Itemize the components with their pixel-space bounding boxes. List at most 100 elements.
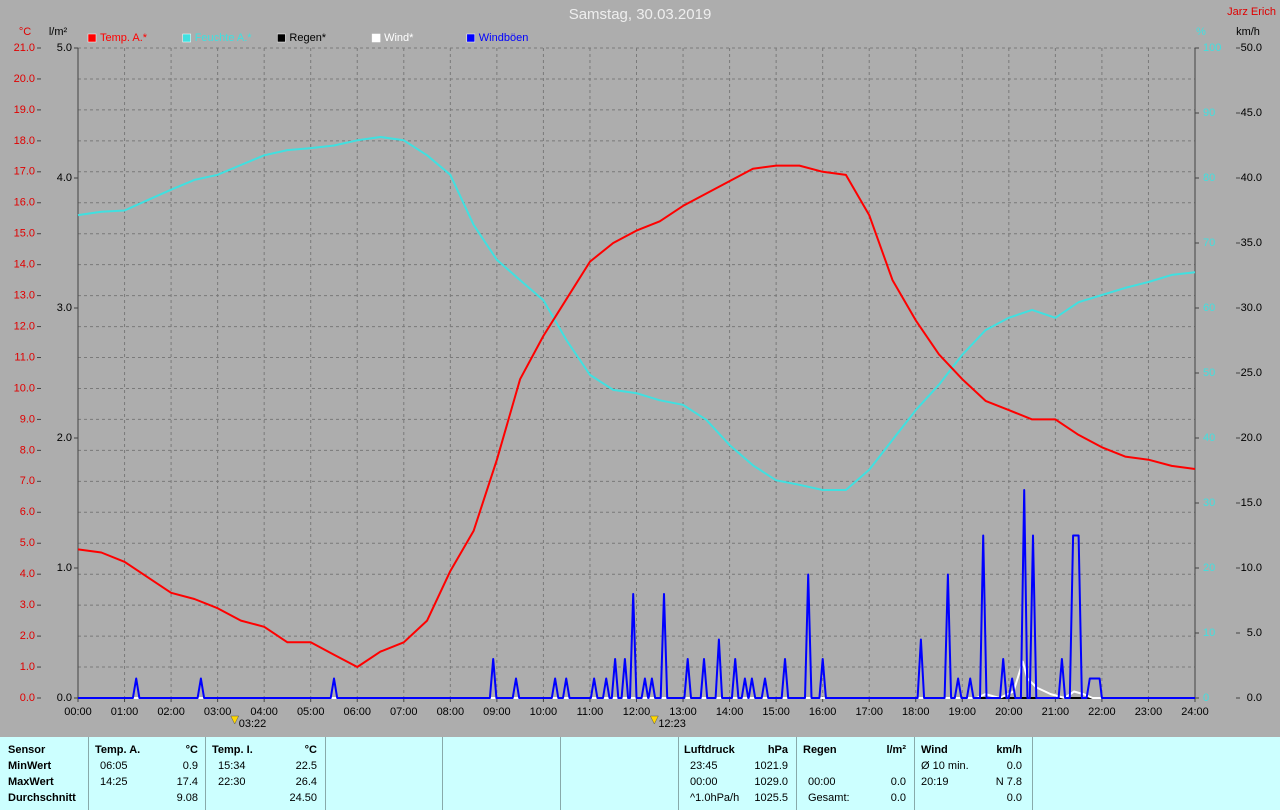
chart: Samstag, 30.03.2019 Jarz Erich °C l/m² %… — [14, 6, 1276, 730]
event-marker — [230, 715, 240, 725]
table-cell: 26.4 — [295, 776, 317, 788]
humidity-tick-label: 40 — [1203, 432, 1215, 444]
y-tick-label: 3.0 — [20, 599, 35, 611]
table-separator — [1032, 737, 1033, 810]
y-tick-label: 7.0 — [20, 475, 35, 487]
x-tick-label: 19:00 — [949, 706, 977, 718]
legend-label: Temp. A.* — [100, 32, 148, 44]
wind-tick-label: 10.0 — [1241, 562, 1262, 574]
x-tick-label: 03:00 — [204, 706, 232, 718]
x-tick-label: 18:00 — [902, 706, 930, 718]
table-cell: Durchschnitt — [8, 792, 76, 804]
y-tick-label: 8.0 — [20, 444, 35, 456]
rain-tick-label: 4.0 — [57, 172, 72, 184]
rain-axis-unit: l/m² — [49, 26, 68, 38]
x-tick-label: 23:00 — [1135, 706, 1163, 718]
table-cell: hPa — [767, 744, 788, 756]
rain-tick-label: 5.0 — [57, 42, 72, 54]
x-tick-label: 00:00 — [64, 706, 92, 718]
x-tick-label: 08:00 — [437, 706, 465, 718]
legend-label: Feuchte A.* — [195, 32, 253, 44]
table-cell: Gesamt: — [808, 792, 850, 804]
wind-tick-label: 40.0 — [1241, 172, 1262, 184]
legend-label: Windböen — [479, 32, 529, 44]
x-tick-label: 10:00 — [530, 706, 558, 718]
table-cell: 06:05 — [100, 760, 128, 772]
table-cell: l/m² — [886, 744, 906, 756]
table-cell: 0.0 — [890, 776, 906, 788]
rain-tick-label: 3.0 — [57, 302, 72, 314]
humidity-tick-label: 50 — [1203, 367, 1215, 379]
y-tick-label: 21.0 — [14, 42, 35, 54]
wind-tick-label: 25.0 — [1241, 367, 1262, 379]
x-tick-label: 04:00 — [250, 706, 278, 718]
table-cell: N 7.8 — [995, 776, 1022, 788]
series-line — [77, 136, 1196, 491]
series-line — [77, 164, 1196, 668]
table-cell: 9.08 — [176, 792, 198, 804]
legend-swatch — [87, 33, 97, 43]
wind-tick-label: 45.0 — [1241, 107, 1262, 119]
y-tick-label: 10.0 — [14, 382, 35, 394]
x-tick-label: 01:00 — [111, 706, 139, 718]
table-separator — [88, 737, 89, 810]
table-cell: °C — [185, 744, 198, 756]
table-separator — [560, 737, 561, 810]
x-tick-label: 17:00 — [855, 706, 883, 718]
y-tick-label: 9.0 — [20, 413, 35, 425]
x-tick-label: 21:00 — [1042, 706, 1070, 718]
table-cell: 0.0 — [1006, 760, 1022, 772]
x-tick-label: 11:00 — [577, 706, 604, 718]
table-separator — [325, 737, 326, 810]
y-tick-label: 20.0 — [14, 73, 35, 85]
event-label: 12:23 — [658, 718, 686, 730]
table-cell: 24.50 — [289, 792, 317, 804]
table-separator — [914, 737, 915, 810]
humidity-tick-label: 10 — [1203, 627, 1215, 639]
x-tick-label: 12:00 — [623, 706, 651, 718]
x-tick-label: 15:00 — [762, 706, 790, 718]
table-cell: 0.0 — [1006, 792, 1022, 804]
wind-tick-label: 5.0 — [1247, 627, 1262, 639]
table-cell: 1029.0 — [754, 776, 788, 788]
wind-tick-label: 15.0 — [1241, 497, 1262, 509]
rain-tick-label: 0.0 — [57, 692, 72, 704]
humidity-tick-label: 90 — [1203, 107, 1215, 119]
humidity-tick-label: 80 — [1203, 172, 1215, 184]
humidity-tick-label: 60 — [1203, 302, 1215, 314]
table-cell: 15:34 — [218, 760, 246, 772]
table-cell: °C — [304, 744, 317, 756]
y-tick-label: 2.0 — [20, 630, 35, 642]
y-tick-label: 0.0 — [20, 692, 35, 704]
wind-tick-label: 50.0 — [1241, 42, 1262, 54]
legend-swatch — [371, 33, 381, 43]
series-line — [78, 489, 1195, 699]
table-cell: 17.4 — [176, 776, 198, 788]
y-tick-label: 18.0 — [14, 135, 35, 147]
y-axis-unit: °C — [19, 26, 31, 38]
x-tick-label: 13:00 — [669, 706, 697, 718]
table-cell: ^1.0hPa/h — [690, 792, 740, 804]
humidity-axis-unit: % — [1196, 26, 1206, 38]
y-tick-label: 11.0 — [14, 351, 35, 363]
y-tick-label: 5.0 — [20, 537, 35, 549]
table-separator — [205, 737, 206, 810]
y-tick-label: 13.0 — [14, 290, 35, 302]
legend-swatch — [277, 33, 286, 43]
summary-table: Sensor Temp. A. °C Temp. I. °C MinWert 06:05 0.… — [0, 737, 1280, 810]
humidity-tick-label: 0 — [1203, 692, 1209, 704]
table-cell: Ø 10 min. — [921, 760, 969, 772]
humidity-tick-label: 100 — [1203, 42, 1221, 54]
wind-tick-label: 30.0 — [1241, 302, 1262, 314]
table-cell: 00:00 — [690, 776, 718, 788]
y-tick-label: 16.0 — [14, 197, 35, 209]
x-tick-label: 24:00 — [1181, 706, 1209, 718]
table-cell: km/h — [996, 744, 1022, 756]
legend-label: Wind* — [384, 32, 414, 44]
wind-tick-label: 35.0 — [1241, 237, 1262, 249]
y-tick-label: 17.0 — [14, 166, 35, 178]
x-tick-label: 06:00 — [343, 706, 371, 718]
y-tick-label: 19.0 — [14, 104, 35, 116]
legend-label: Regen* — [289, 32, 326, 44]
x-tick-label: 20:00 — [995, 706, 1023, 718]
